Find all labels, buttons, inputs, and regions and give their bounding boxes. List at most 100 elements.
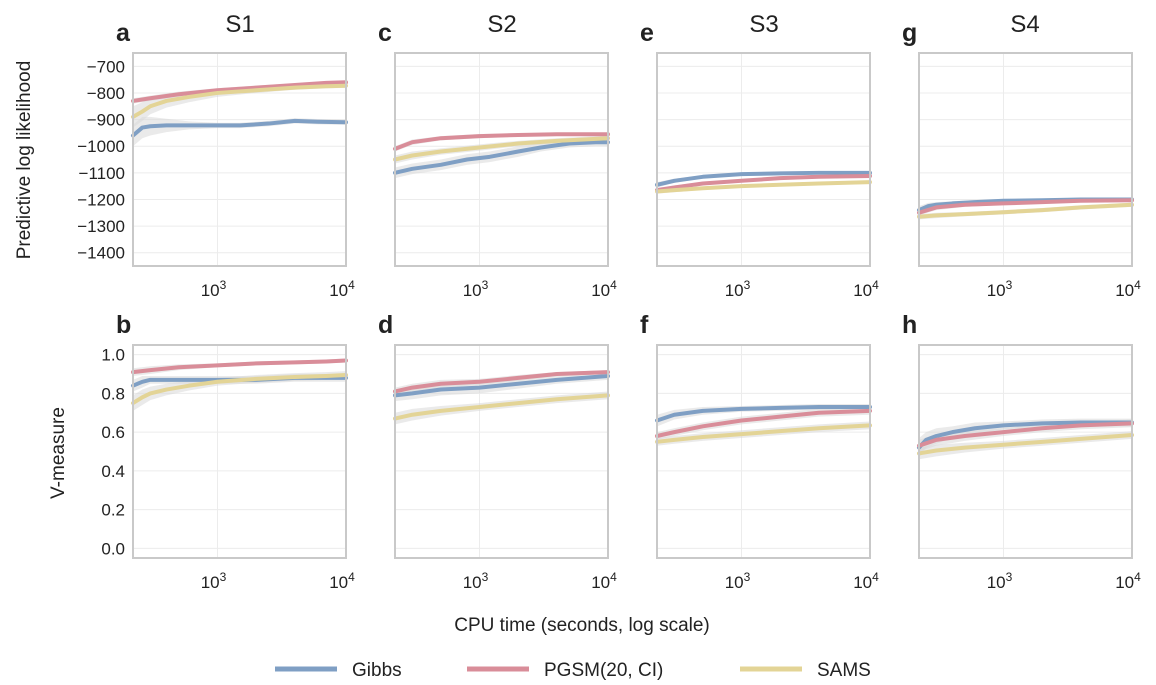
ylabel-v-measure: V-measure: [48, 407, 69, 499]
x-tick-label-h-0: 103: [987, 570, 1013, 592]
x-tick-label-b-1: 104: [329, 570, 355, 592]
panel-letter-a: a: [116, 19, 131, 47]
legend-label-sams: SAMS: [817, 660, 871, 681]
x-tick-base: 10: [853, 573, 872, 592]
panel-letter-g: g: [902, 19, 917, 47]
x-tick-label-a-1: 104: [329, 278, 355, 300]
y-tick-label-b-1: 0.8: [101, 384, 125, 403]
x-tick-base: 10: [201, 573, 220, 592]
band-pgsm-20-ci-h: [919, 419, 1132, 452]
ylabel-predictive-log-likelihood: Predictive log likelihood: [14, 61, 35, 260]
panel-frame-c: [394, 52, 609, 267]
x-tick-label-g-0: 103: [987, 278, 1013, 300]
x-tick-exponent: 3: [220, 570, 227, 584]
x-tick-exponent: 3: [1006, 278, 1013, 292]
series-line-sams-e: [655, 180, 872, 194]
panel-letter-d: d: [378, 311, 393, 339]
x-tick-exponent: 3: [744, 278, 751, 292]
x-tick-label-d-1: 104: [591, 570, 617, 592]
y-tick-label-a-2: −900: [87, 111, 125, 130]
x-tick-exponent: 4: [1134, 278, 1141, 292]
panel-letter-h: h: [902, 311, 917, 339]
x-tick-base: 10: [987, 281, 1006, 300]
x-tick-exponent: 4: [610, 278, 617, 292]
series-line-sams-a: [131, 83, 348, 119]
x-tick-base: 10: [591, 573, 610, 592]
x-tick-label-f-1: 104: [853, 570, 879, 592]
y-tick-label-b-4: 0.2: [101, 501, 125, 520]
x-tick-exponent: 3: [220, 278, 227, 292]
band-gibbs-c: [395, 138, 608, 179]
x-tick-base: 10: [201, 281, 220, 300]
x-tick-label-c-0: 103: [463, 278, 489, 300]
series-line-pgsm-20-ci-h: [917, 421, 1134, 448]
legend: Gibbs PGSM(20, CI) SAMS: [275, 660, 871, 681]
series-line-gibbs-h: [917, 420, 1134, 450]
panel-frame-d: [394, 344, 609, 559]
panel-letter-f: f: [640, 311, 649, 339]
panel-frame-e: [656, 52, 871, 267]
x-tick-label-g-1: 104: [1115, 278, 1141, 300]
panel-letter-b: b: [116, 311, 131, 339]
panel-frame-a: [132, 52, 347, 267]
y-tick-label-a-1: −800: [87, 84, 125, 103]
x-tick-exponent: 3: [482, 570, 489, 584]
band-pgsm-20-ci-f: [657, 406, 870, 440]
y-tick-label-b-0: 1.0: [101, 346, 125, 365]
panel-a: a −700 −800 −900 −1000 −1100 −1200 −1300 −1400 10…: [77, 19, 355, 300]
panel-frame-f: [656, 344, 871, 559]
y-tick-label-b-2: 0.6: [101, 423, 125, 442]
series-line-pgsm-20-ci-b: [131, 358, 348, 375]
col-title-s2: S2: [487, 11, 516, 38]
x-tick-base: 10: [853, 281, 872, 300]
x-tick-base: 10: [725, 281, 744, 300]
series-line-pgsm-20-ci-a: [131, 80, 348, 103]
col-title-s1: S1: [225, 11, 254, 38]
series-line-pgsm-20-ci-e: [655, 174, 872, 193]
x-tick-label-h-1: 104: [1115, 570, 1141, 592]
x-tick-label-e-0: 103: [725, 278, 751, 300]
series-line-gibbs-c: [393, 140, 610, 175]
panel-letter-e: e: [640, 19, 654, 47]
x-tick-exponent: 4: [610, 570, 617, 584]
series-line-gibbs-d: [393, 373, 610, 398]
legend-label-pgsm: PGSM(20, CI): [544, 660, 663, 681]
y-tick-label-a-4: −1100: [79, 164, 125, 183]
x-tick-label-f-0: 103: [725, 570, 751, 592]
y-tick-label-b-5: 0.0: [101, 539, 125, 558]
y-tick-label-a-0: −700: [87, 57, 125, 76]
x-tick-base: 10: [1115, 281, 1134, 300]
x-tick-exponent: 4: [872, 278, 879, 292]
y-tick-label-b-3: 0.4: [101, 462, 125, 481]
x-tick-exponent: 3: [744, 570, 751, 584]
series-line-sams-d: [393, 393, 610, 421]
x-tick-exponent: 3: [1006, 570, 1013, 584]
x-tick-exponent: 4: [348, 570, 355, 584]
series-line-sams-h: [917, 433, 1134, 456]
x-tick-base: 10: [329, 281, 348, 300]
series-line-sams-g: [917, 202, 1134, 219]
series-line-pgsm-20-ci-f: [655, 408, 872, 439]
series-line-pgsm-20-ci-c: [393, 132, 610, 151]
series-line-pgsm-20-ci-d: [393, 370, 610, 394]
series-line-sams-b: [131, 373, 348, 406]
x-tick-label-a-0: 103: [201, 278, 227, 300]
x-tick-base: 10: [591, 281, 610, 300]
x-tick-base: 10: [1115, 573, 1134, 592]
x-tick-label-e-1: 104: [853, 278, 879, 300]
series-line-gibbs-a: [131, 118, 348, 138]
x-tick-base: 10: [463, 281, 482, 300]
panel-frame-h: [918, 344, 1133, 559]
series-line-sams-c: [393, 136, 610, 162]
x-tick-label-b-0: 103: [201, 570, 227, 592]
panel-d: d 10 3 104: [378, 311, 617, 592]
x-tick-base: 10: [987, 573, 1006, 592]
panel-frame-b: [132, 344, 347, 559]
panel-letter-c: c: [378, 19, 392, 47]
